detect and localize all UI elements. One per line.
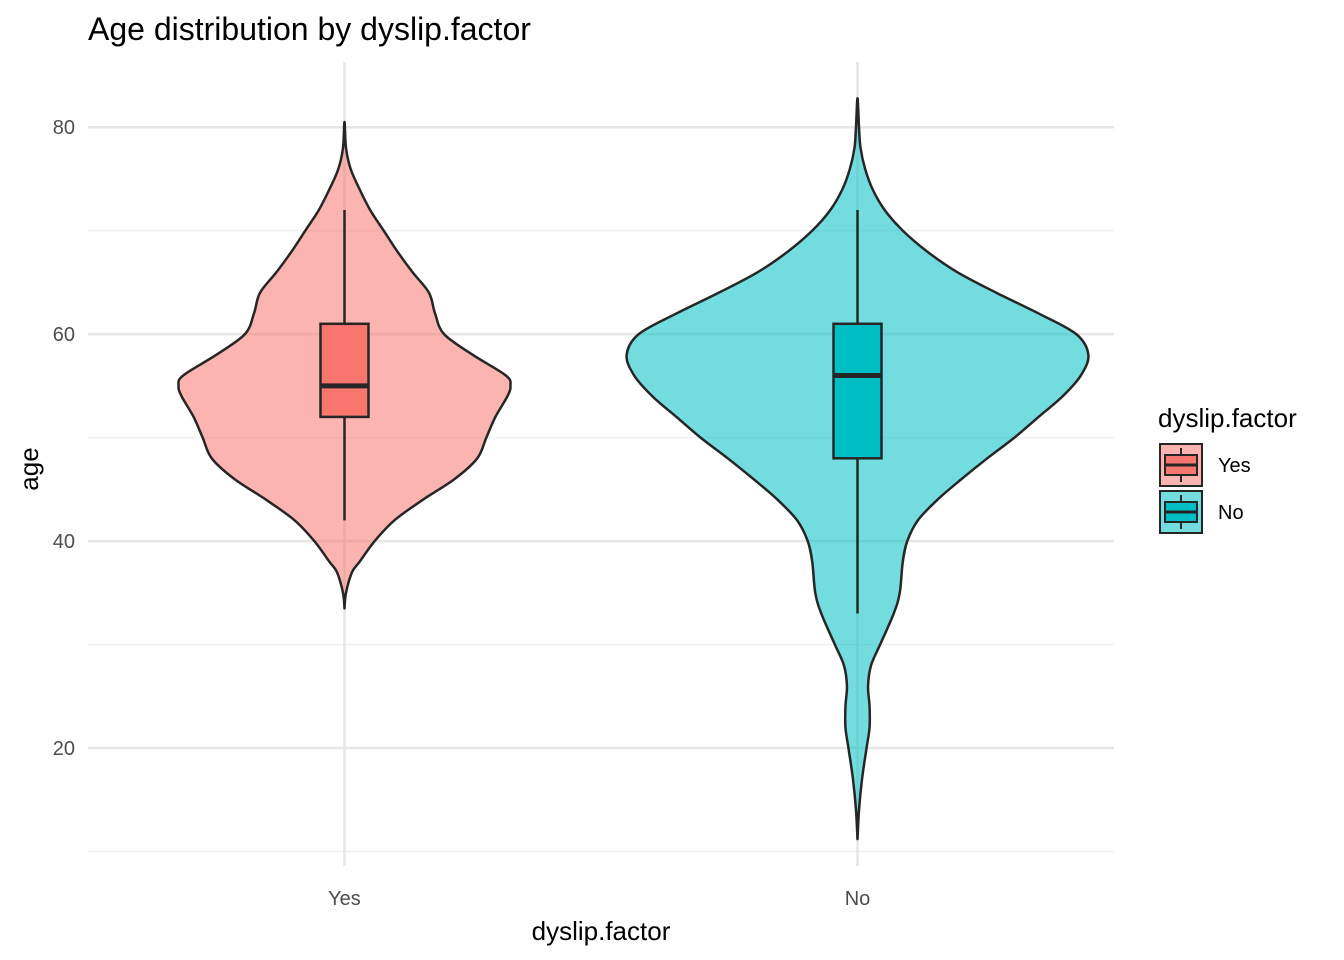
legend-key-yes <box>1159 443 1203 487</box>
legend-key-no <box>1159 490 1203 534</box>
x-tick-label: Yes <box>328 888 361 910</box>
legend-title: dyslip.factor <box>1158 403 1297 433</box>
violin-layer <box>177 96 1090 841</box>
boxplot-layer <box>319 209 883 614</box>
chart-title: Age distribution by dyslip.factor <box>88 11 531 47</box>
box-no <box>832 322 883 460</box>
y-tick-label: 60 <box>53 324 75 346</box>
y-axis-title: age <box>14 447 44 490</box>
y-tick-label: 20 <box>53 738 75 760</box>
x-tick-label: No <box>845 888 871 910</box>
x-axis-tick-labels: Yes No <box>328 888 870 910</box>
legend-label-yes: Yes <box>1218 455 1251 477</box>
box-yes <box>319 322 370 419</box>
y-tick-label: 40 <box>53 531 75 553</box>
legend-label-no: No <box>1218 502 1244 524</box>
y-tick-label: 80 <box>53 117 75 139</box>
x-axis-title: dyslip.factor <box>532 916 671 946</box>
legend: dyslip.factor Yes No <box>1158 403 1297 534</box>
y-axis-tick-labels: 20 40 60 80 <box>53 117 75 760</box>
